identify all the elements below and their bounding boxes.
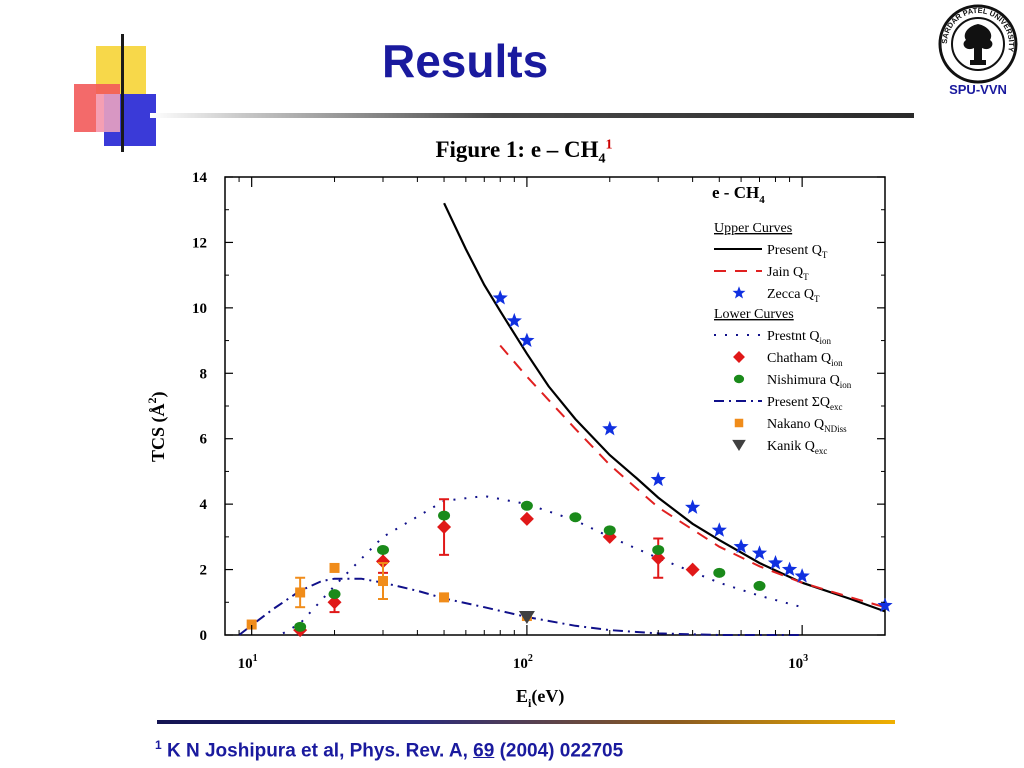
data-point-zecca bbox=[711, 522, 727, 537]
legend-swatch-nakano bbox=[734, 418, 744, 428]
legend-label-present_qion: Prestnt Qion bbox=[767, 329, 832, 346]
data-point-nishimura bbox=[376, 544, 389, 555]
series-line-jain_qt bbox=[499, 344, 886, 609]
footer-divider bbox=[157, 720, 895, 724]
series-line-present_qexc bbox=[238, 577, 803, 636]
data-point-nishimura bbox=[652, 544, 665, 555]
legend-swatch-zecca bbox=[732, 286, 746, 299]
data-point-nishimura bbox=[569, 512, 582, 523]
data-point-chatham bbox=[375, 554, 390, 569]
data-point-zecca bbox=[685, 499, 701, 514]
data-point-nishimura bbox=[713, 567, 726, 578]
data-point-nishimura bbox=[328, 589, 341, 600]
data-point-zecca bbox=[650, 471, 666, 487]
series-present_qion bbox=[282, 494, 803, 635]
data-point-nakano bbox=[377, 576, 388, 587]
series-zecca bbox=[492, 290, 893, 612]
y-tick-label: 6 bbox=[200, 432, 208, 448]
data-point-chatham bbox=[437, 520, 452, 535]
data-point-zecca bbox=[519, 332, 535, 347]
data-point-zecca bbox=[781, 561, 798, 576]
series-present_qexc bbox=[238, 577, 803, 636]
legend-heading: Upper Curves bbox=[714, 221, 792, 236]
decor-square-pink bbox=[96, 94, 120, 132]
legend-label-nishimura: Nishimura Qion bbox=[767, 373, 852, 390]
figure-caption-sub: 4 bbox=[598, 151, 606, 167]
series-chatham bbox=[293, 498, 700, 638]
data-point-nishimura bbox=[438, 510, 451, 521]
series-line-present_qion bbox=[282, 494, 803, 635]
y-tick-label: 0 bbox=[200, 628, 208, 644]
chart-title: e - CH4 bbox=[712, 183, 765, 206]
data-point-zecca bbox=[794, 568, 810, 583]
footnote-text: K N Joshipura et al, Phys. Rev. A, bbox=[166, 740, 474, 762]
reference-footnote: 1 K N Joshipura et al, Phys. Rev. A, 69 … bbox=[155, 738, 623, 762]
y-tick-label: 14 bbox=[192, 170, 208, 186]
footnote-mark: 1 bbox=[155, 738, 162, 752]
data-point-zecca bbox=[767, 555, 784, 570]
data-point-nakano bbox=[295, 587, 306, 598]
data-point-chatham bbox=[685, 562, 700, 577]
footnote-rest: (2004) 022705 bbox=[494, 740, 624, 762]
x-axis-label: Ei(eV) bbox=[516, 686, 564, 710]
series-nakano bbox=[246, 562, 532, 630]
legend-label-jain_qt: Jain QT bbox=[767, 265, 809, 282]
data-point-nakano bbox=[439, 592, 450, 603]
data-point-nishimura bbox=[603, 525, 616, 536]
data-point-zecca bbox=[733, 538, 749, 554]
figure-caption: Figure 1: e – CH41 bbox=[0, 137, 1024, 168]
data-point-zecca bbox=[506, 312, 522, 328]
logo-caption: SPU-VVN bbox=[949, 82, 1007, 97]
data-point-chatham bbox=[519, 511, 534, 526]
data-point-kanik bbox=[518, 611, 535, 625]
legend-label-present_qt: Present QT bbox=[767, 243, 828, 260]
x-tick-label: 101 bbox=[238, 653, 258, 672]
y-tick-label: 10 bbox=[192, 301, 207, 317]
legend-label-zecca: Zecca QT bbox=[767, 287, 820, 304]
series-line-present_qt bbox=[443, 202, 886, 613]
data-point-chatham bbox=[651, 551, 666, 566]
university-logo: SARDAR PATEL UNIVERSITY bbox=[938, 4, 1018, 84]
legend-swatch-kanik bbox=[732, 439, 746, 451]
series-nishimura bbox=[294, 500, 766, 632]
data-point-chatham bbox=[327, 595, 342, 610]
legend-heading: Lower Curves bbox=[714, 307, 794, 322]
data-point-nishimura bbox=[294, 621, 307, 632]
figure-caption-main: Figure 1: e – CH bbox=[435, 137, 599, 162]
series-jain_qt bbox=[499, 344, 886, 609]
data-point-zecca bbox=[751, 545, 768, 560]
data-point-zecca bbox=[877, 597, 893, 612]
y-tick-label: 8 bbox=[200, 366, 208, 382]
data-point-nakano bbox=[329, 562, 340, 573]
legend-label-chatham: Chatham Qion bbox=[767, 351, 843, 368]
x-tick-label: 102 bbox=[513, 653, 533, 672]
x-tick-label: 103 bbox=[788, 653, 808, 672]
y-axis-label: TCS (Å2) bbox=[145, 391, 169, 462]
legend-swatch-nishimura bbox=[733, 374, 745, 384]
y-tick-label: 2 bbox=[200, 563, 208, 579]
legend-swatch-chatham bbox=[733, 351, 745, 363]
legend-label-kanik: Kanik Qexc bbox=[767, 439, 827, 456]
footnote-volume: 69 bbox=[473, 740, 495, 762]
y-tick-label: 12 bbox=[192, 235, 207, 251]
legend-label-present_qexc: Present ΣQexc bbox=[767, 395, 842, 412]
data-point-zecca bbox=[492, 290, 508, 305]
title-divider bbox=[150, 113, 914, 118]
legend-label-nakano: Nakano QNDiss bbox=[767, 417, 847, 434]
figure-caption-ref: 1 bbox=[605, 137, 613, 153]
slide-title: Results bbox=[382, 35, 549, 87]
data-point-nakano bbox=[246, 619, 257, 630]
data-point-zecca bbox=[602, 420, 618, 436]
series-present_qt bbox=[443, 202, 886, 613]
decor-vertical-bar bbox=[121, 34, 124, 152]
data-point-nishimura bbox=[520, 500, 533, 511]
data-point-nishimura bbox=[753, 580, 766, 591]
series-kanik bbox=[518, 611, 535, 625]
y-tick-label: 4 bbox=[200, 497, 208, 513]
